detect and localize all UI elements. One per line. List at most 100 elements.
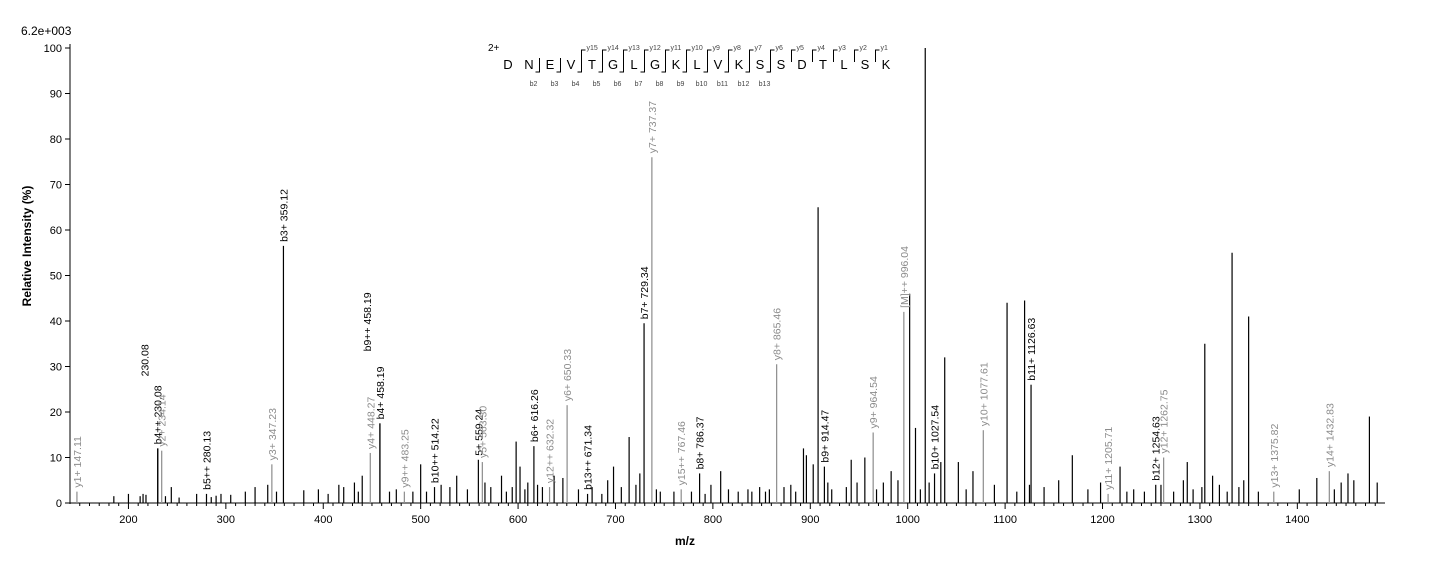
sequence-residue: L: [693, 57, 700, 72]
y-ion-marker: [686, 49, 691, 62]
peak-label: b8+ 786.37: [695, 416, 707, 469]
y-ion-index: y9: [713, 45, 721, 52]
x-tick-label: 200: [119, 514, 137, 526]
b-ion-index: b13: [759, 81, 771, 88]
peak-label: b9+ 914.47: [819, 410, 831, 463]
b-ion-marker: [535, 58, 540, 73]
sequence-residue: N: [524, 57, 533, 72]
sequence-residue: L: [630, 57, 637, 72]
b-ion-index: b7: [635, 81, 643, 88]
sequence-residue: S: [861, 57, 870, 72]
x-tick-label: 600: [509, 514, 527, 526]
y-tick-label: 40: [50, 316, 62, 328]
y-ion-index: y12: [650, 45, 661, 52]
b-ion-index: b8: [656, 81, 664, 88]
x-tick-label: 300: [217, 514, 235, 526]
y-ion-marker: [770, 49, 775, 62]
peak-label: y12++ 632.32: [545, 419, 557, 483]
sequence-residue: V: [567, 57, 576, 72]
y-ion-marker: [728, 49, 733, 62]
x-tick-label: 800: [704, 514, 722, 526]
peak-label: y13+ 1375.82: [1269, 424, 1281, 488]
y-ion-index: y4: [818, 45, 826, 52]
peak-label: b6+ 616.26: [529, 389, 541, 442]
sequence-residue: S: [756, 57, 765, 72]
b-ion-marker: [766, 58, 771, 73]
peak-label: y9++ 483.25: [399, 429, 411, 488]
b-ion-index: b10: [696, 81, 708, 88]
peak-label: y4+ 448.27: [365, 397, 377, 449]
b-ion-marker: [577, 58, 582, 73]
peak-label: 5+ 559.24: [473, 409, 485, 456]
x-tick-label: 1100: [993, 514, 1017, 526]
y-ion-marker: [854, 49, 859, 62]
b-ion-index: b11: [717, 81, 728, 88]
x-tick-label: 1300: [1188, 514, 1212, 526]
y-ion-marker: [833, 49, 838, 62]
y-ion-marker: [665, 49, 670, 62]
peak-label: y12+ 1262.75: [1159, 389, 1171, 453]
y-ion-index: y3: [839, 45, 847, 52]
peak-label: y2+ 234.14: [157, 394, 169, 446]
y-ion-index: y10: [692, 45, 703, 52]
peak-label: y5+ 563.30: [477, 406, 489, 458]
y-ion-index: y5: [797, 45, 805, 52]
y-tick-label: 60: [50, 225, 62, 237]
y-tick-label: 90: [50, 89, 62, 101]
peak-label: 230.08: [140, 344, 152, 376]
y-ion-marker: [875, 49, 880, 62]
x-tick-label: 1400: [1285, 514, 1309, 526]
y-ion-index: y1: [881, 45, 889, 52]
peak-label: y6+ 650.33: [562, 349, 574, 401]
peak-label: y3+ 347.23: [267, 408, 279, 460]
y-ion-index: y11: [671, 45, 682, 52]
y-ion-index: y14: [608, 45, 619, 52]
b-ion-index: b9: [677, 81, 685, 88]
peak-label: b3+ 359.12: [278, 189, 290, 242]
peak-label: b12+ 1254.63: [1151, 416, 1163, 481]
y-ion-marker: [623, 49, 628, 62]
y-ion-index: y6: [776, 45, 784, 52]
b-ion-marker: [682, 58, 687, 73]
x-tick-label: 500: [411, 514, 429, 526]
sequence-residue: T: [819, 57, 827, 72]
y-ion-marker: [812, 49, 817, 62]
x-tick-label: 900: [801, 514, 819, 526]
x-tick-label: 400: [314, 514, 332, 526]
b-ion-marker: [661, 58, 666, 73]
y-axis-title: Relative Intensity (%): [20, 186, 34, 307]
y-ion-index: y8: [734, 45, 742, 52]
y-axis: 0 10 20 30 40 50 60 70 80 90 100: [44, 43, 71, 510]
peak-label: y10+ 1077.61: [978, 362, 990, 426]
b-ion-index: b5: [593, 81, 601, 88]
b-ion-marker: [619, 58, 624, 73]
peak-label: y9+ 964.54: [868, 376, 880, 428]
y-ion-marker: [581, 49, 586, 62]
peak-label: b13++ 671.34: [583, 425, 595, 490]
peak-label: y7+ 737.37: [647, 101, 659, 153]
y-tick-label: 100: [44, 43, 62, 55]
peak-label: b4+ 458.19: [375, 366, 387, 419]
b-ion-marker: [724, 58, 729, 73]
x-axis: 200 300 400 500 600 700 800 900 1000 1100 1200 1300…: [70, 502, 1385, 526]
peak-label: b10+ 1027.54: [930, 405, 942, 470]
sequence-residue: T: [588, 57, 596, 72]
max-intensity-label: 6.2e+003: [21, 24, 72, 38]
y-tick-label: 30: [50, 362, 62, 374]
b-ion-marker: [745, 58, 750, 73]
x-tick-label: 700: [606, 514, 624, 526]
sequence-residue: G: [608, 57, 618, 72]
b-ion-index: b3: [551, 81, 559, 88]
x-tick-label: 1000: [895, 514, 919, 526]
b-ion-index: b4: [572, 81, 580, 88]
y-tick-label: 80: [50, 134, 62, 146]
b-ion-index: b6: [614, 81, 622, 88]
x-axis-title: m/z: [675, 534, 695, 548]
sequence-residue: L: [840, 57, 847, 72]
y-tick-label: 0: [56, 498, 62, 510]
y-ion-index: y13: [629, 45, 640, 52]
b-ion-marker: [640, 58, 645, 73]
charge-state-label: 2+: [488, 43, 500, 54]
